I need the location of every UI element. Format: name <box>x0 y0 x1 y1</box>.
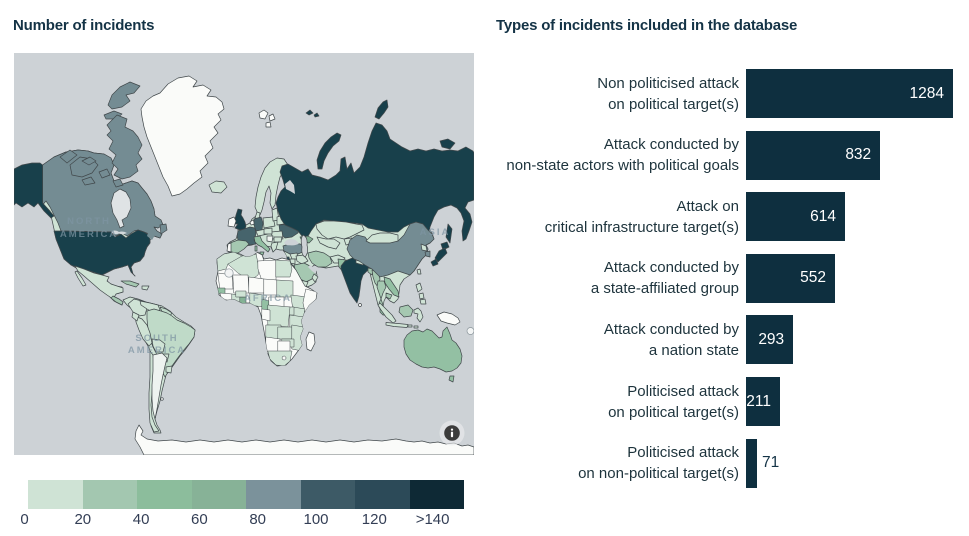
svg-text:AMERICA: AMERICA <box>128 345 186 356</box>
svg-text:SOUTH: SOUTH <box>135 333 178 344</box>
svg-text:AFRICA: AFRICA <box>244 293 292 304</box>
svg-text:AMERICA: AMERICA <box>60 229 118 240</box>
svg-text:NORTH: NORTH <box>67 216 111 227</box>
svg-text:ASIA: ASIA <box>420 227 451 238</box>
